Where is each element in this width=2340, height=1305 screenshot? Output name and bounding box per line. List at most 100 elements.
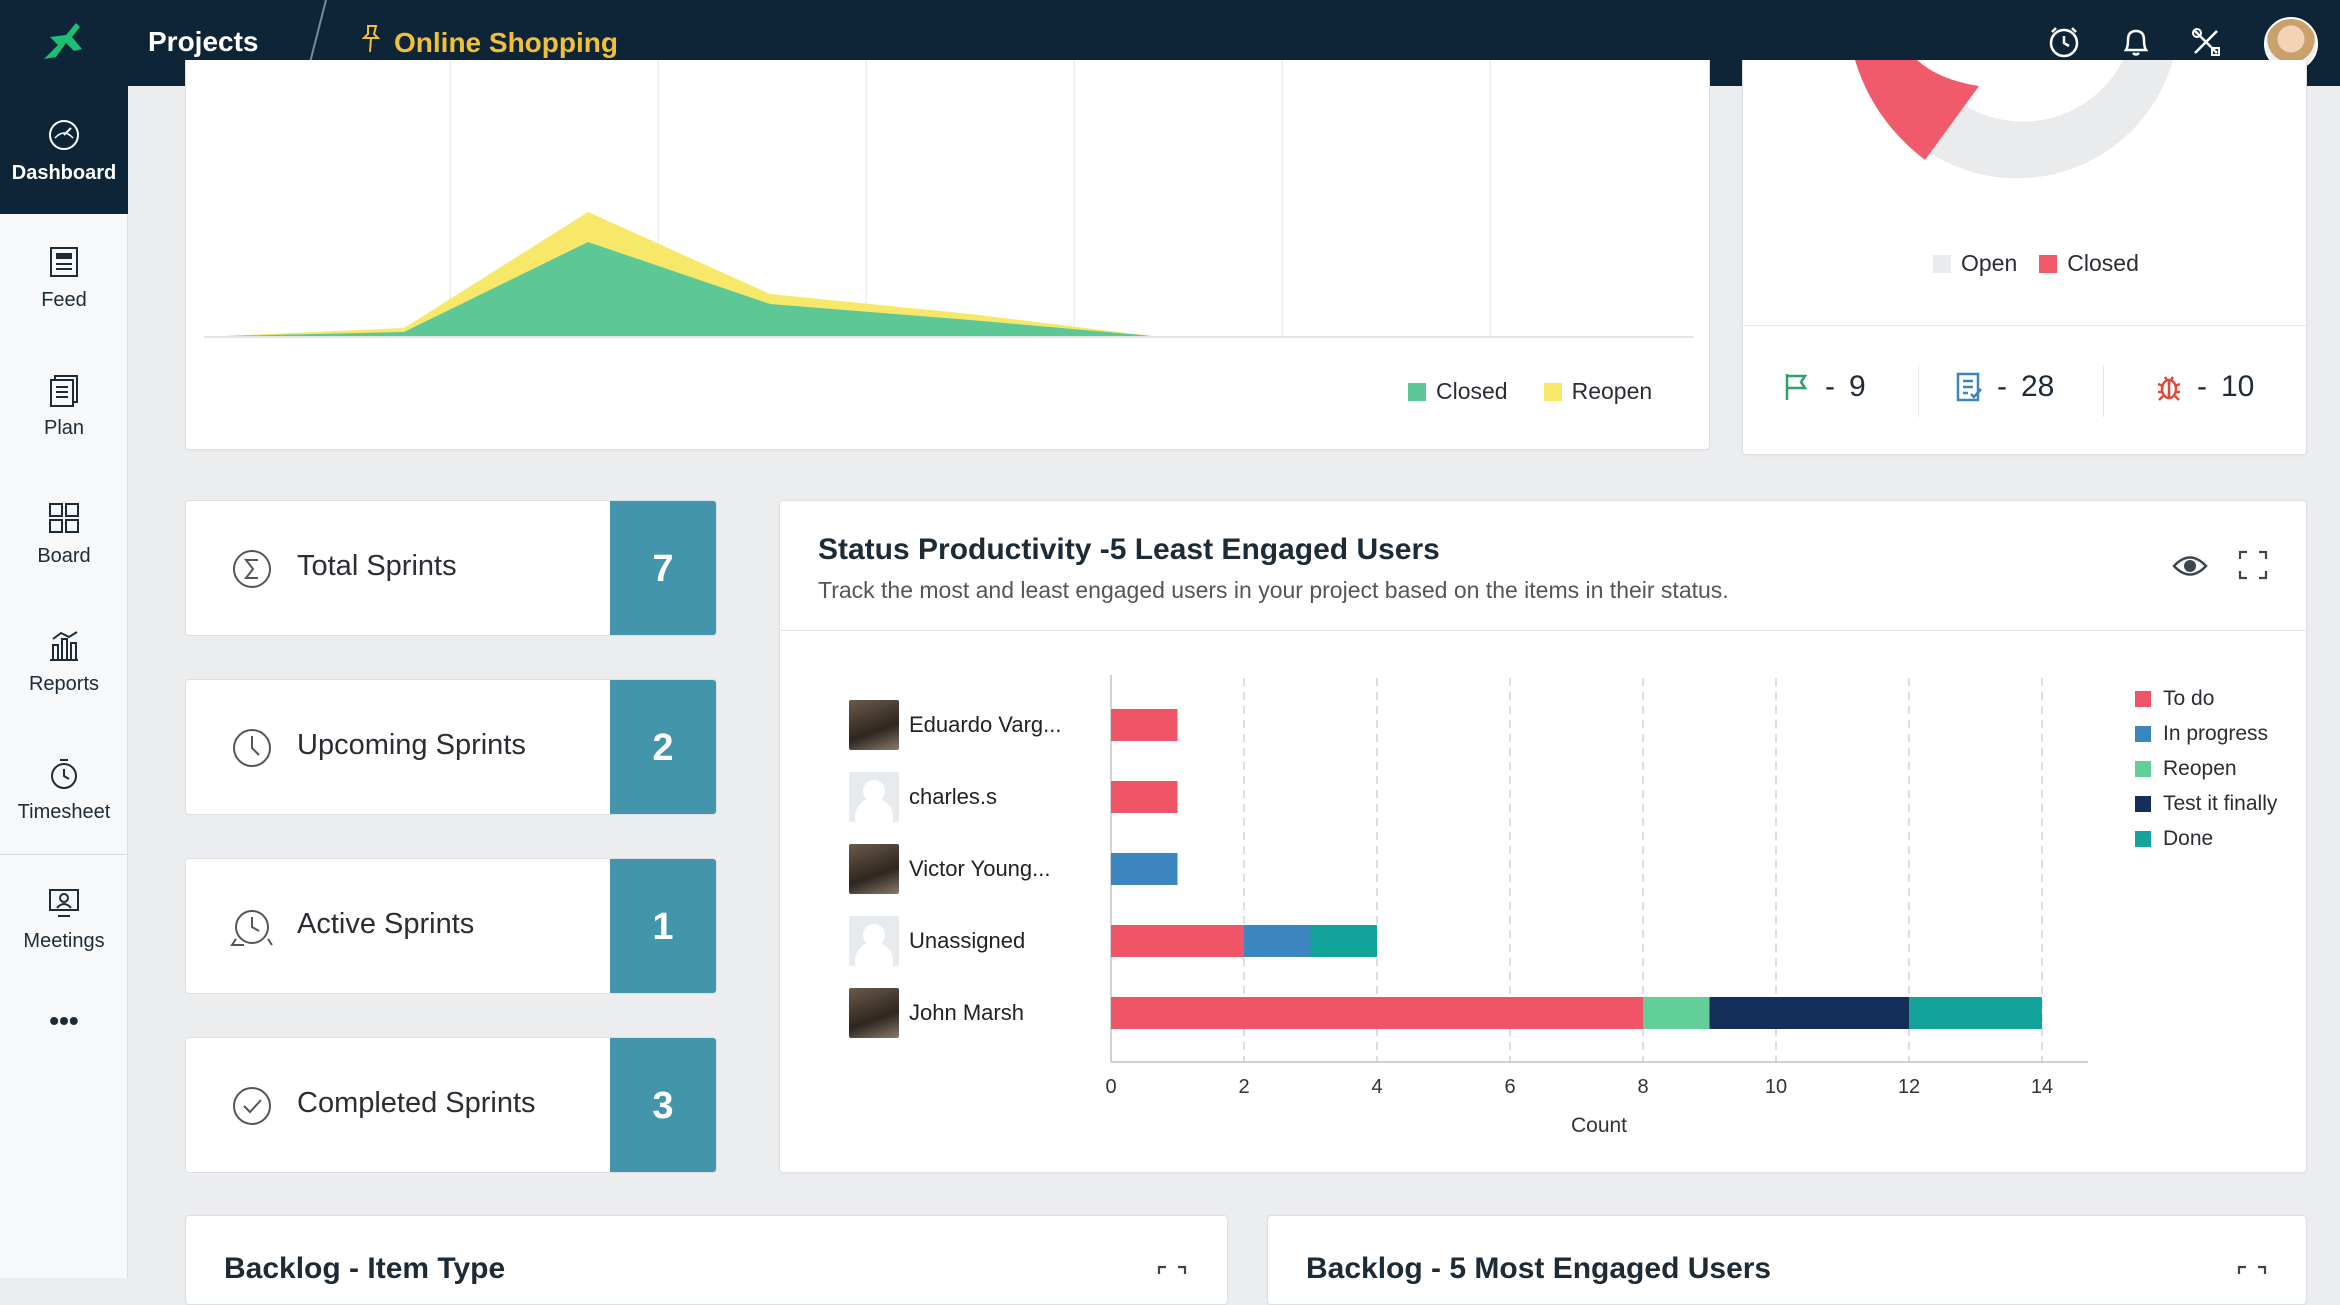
bugs-stat[interactable]: - 10 — [2155, 370, 2254, 404]
completed-sprints-card[interactable]: Completed Sprints 3 — [185, 1037, 717, 1173]
sidebar-item-label: Feed — [41, 288, 87, 311]
legend-label: Done — [2163, 826, 2214, 850]
more-menu-button[interactable]: ••• — [0, 986, 128, 1056]
timer-icon[interactable] — [2042, 20, 2086, 64]
sprint-label: Active Sprints — [297, 908, 475, 940]
legend-label: Reopen — [1571, 378, 1653, 404]
sidebar-item-feed[interactable]: Feed — [0, 214, 128, 342]
x-tick-label: 6 — [1504, 1076, 1515, 1098]
legend-item-closed[interactable]: Closed — [2039, 250, 2139, 277]
legend-swatch — [2135, 830, 2151, 847]
upcoming-sprints-card[interactable]: Upcoming Sprints 2 — [185, 679, 717, 815]
legend-item[interactable]: Done — [2135, 821, 2277, 856]
timesheet-icon — [51, 758, 77, 789]
legend-swatch — [2135, 795, 2151, 812]
stat-divider — [2103, 365, 2104, 417]
eye-icon[interactable] — [2172, 553, 2208, 584]
bar-segment — [1909, 997, 2042, 1029]
x-tick-label: 8 — [1637, 1076, 1648, 1098]
legend-item[interactable]: Reopen — [2135, 751, 2277, 786]
sprint-count: 2 — [610, 680, 716, 814]
sprint-label: Completed Sprints — [297, 1087, 536, 1119]
card-title: Status Productivity -5 Least Engaged Use… — [818, 533, 1440, 566]
check-circle-icon — [233, 1087, 271, 1125]
x-axis-title: Count — [1571, 1114, 1627, 1137]
legend-label: Test it finally — [2163, 791, 2278, 815]
legend-item[interactable]: To do — [2135, 681, 2277, 716]
sidebar-item-timesheet[interactable]: Timesheet — [0, 726, 128, 854]
tasks-stat[interactable]: - 28 — [1955, 370, 2054, 404]
bar-segment — [1111, 853, 1178, 885]
user-avatar — [849, 700, 899, 750]
tick-label: Victor Young... — [909, 856, 1051, 881]
stat-value: 9 — [1849, 370, 1866, 403]
legend-swatch — [1933, 254, 1951, 273]
sidebar-item-label: Reports — [28, 672, 100, 695]
bar-segment — [1111, 709, 1178, 741]
bell-icon[interactable] — [2114, 20, 2158, 64]
sigma-icon — [233, 550, 271, 588]
user-avatar-placeholder — [849, 916, 899, 966]
backlog-item-type-card: Backlog - Item Type — [185, 1215, 1228, 1305]
user-avatar-placeholder — [849, 772, 899, 822]
tick-label: Eduardo Varg... — [909, 712, 1062, 737]
x-tick-label: 0 — [1105, 1076, 1116, 1098]
expand-icon[interactable] — [2237, 549, 2269, 586]
plan-icon — [50, 374, 78, 407]
legend-label: Closed — [1436, 378, 1508, 404]
chart-user-row: charles.s — [849, 772, 997, 822]
tick-label: Unassigned — [909, 928, 1026, 953]
projects-link[interactable]: Projects — [148, 26, 259, 57]
bar-segment — [1643, 997, 1710, 1029]
bar-segment — [1244, 925, 1311, 957]
card-divider — [780, 630, 2308, 631]
x-tick-label: 10 — [1765, 1076, 1787, 1098]
issue-trend-card: Closed Reopen — [185, 60, 1710, 450]
legend-item-reopen[interactable]: Reopen — [1543, 378, 1653, 405]
sidebar-item-plan[interactable]: Plan — [0, 342, 128, 470]
project-name: Online Shopping — [394, 26, 618, 58]
breadcrumb[interactable]: Online Shopping — [360, 24, 618, 61]
sprint-label: Upcoming Sprints — [297, 729, 526, 761]
sidebar-item-board[interactable]: Board — [0, 470, 128, 598]
bar-chart-legend: To do In progress Reopen Test it finally Don… — [2135, 681, 2277, 856]
x-tick-label: 4 — [1371, 1076, 1382, 1098]
reopen-area — [224, 212, 1152, 336]
user-avatar — [849, 988, 899, 1038]
closed-area — [224, 242, 1152, 336]
card-title: Backlog - 5 Most Engaged Users — [1306, 1252, 1772, 1285]
sidebar-item-label: Timesheet — [17, 800, 111, 823]
legend-item[interactable]: Test it finally — [2135, 786, 2277, 821]
bar-segment — [1111, 925, 1244, 957]
legend-item-closed[interactable]: Closed — [1408, 378, 1508, 405]
legend-item[interactable]: In progress — [2135, 716, 2277, 751]
sprint-count: 7 — [610, 501, 716, 635]
expand-icon[interactable] — [1156, 1264, 1188, 1301]
legend-item-open[interactable]: Open — [1933, 250, 2017, 277]
tick-label: John Marsh — [909, 1000, 1024, 1025]
x-tick-label: 12 — [1898, 1076, 1920, 1098]
sidebar-item-dashboard[interactable]: Dashboard — [0, 86, 128, 214]
stat-value: 10 — [2221, 370, 2255, 403]
total-sprints-card[interactable]: Total Sprints 7 — [185, 500, 717, 636]
chart-user-row: Victor Young... — [849, 844, 1051, 894]
legend-label: Open — [1961, 250, 2018, 276]
area-chart — [204, 60, 1694, 338]
chart-user-row: Eduardo Varg... — [849, 700, 1061, 750]
sidebar-item-reports[interactable]: Reports — [0, 598, 128, 726]
active-sprints-card[interactable]: Active Sprints 1 — [185, 858, 717, 994]
area-chart-legend: Closed Reopen — [1408, 378, 1652, 405]
bug-icon — [2157, 376, 2181, 401]
sidebar-divider — [0, 854, 128, 855]
x-tick-label: 2 — [1238, 1076, 1249, 1098]
sidebar-item-meetings[interactable]: Meetings — [0, 855, 128, 983]
stat-value: 28 — [2021, 370, 2055, 403]
donut-chart — [1855, 60, 2173, 179]
dashboard-icon — [49, 119, 79, 150]
milestones-stat[interactable]: - 9 — [1783, 370, 1866, 404]
tools-icon[interactable] — [2184, 20, 2228, 64]
app-logo[interactable] — [0, 0, 128, 86]
x-tick-label: 14 — [2031, 1076, 2053, 1098]
stacked-bar-chart: 0 2 4 6 8 10 12 14 Count — [1105, 675, 2088, 1137]
expand-icon[interactable] — [2236, 1264, 2268, 1301]
